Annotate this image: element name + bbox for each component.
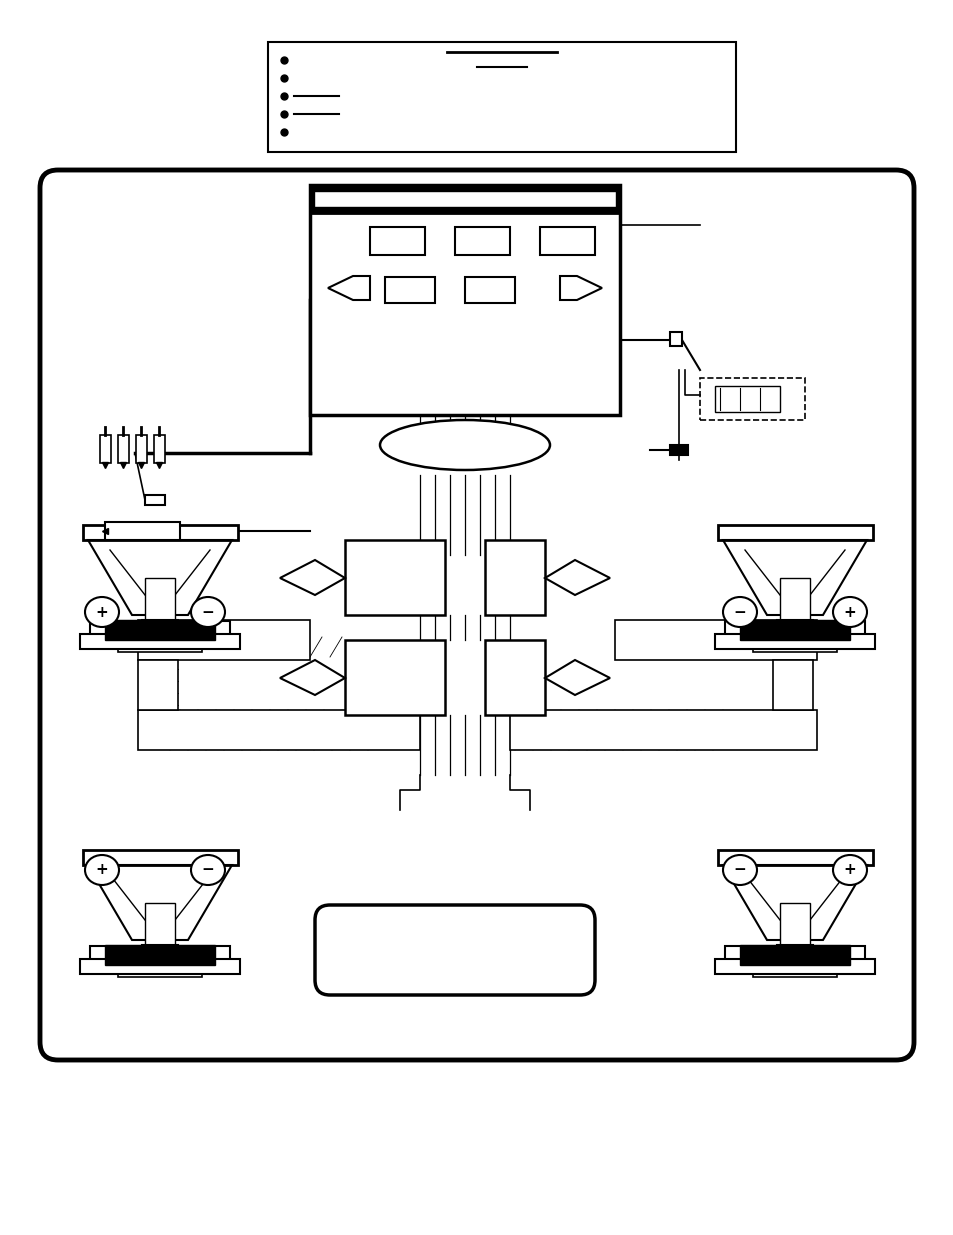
Bar	[90, 946, 230, 960]
Text: +: +	[95, 604, 109, 620]
Bar	[80, 634, 240, 650]
Text: +: +	[95, 862, 109, 878]
Bar	[615, 620, 816, 659]
Bar	[669, 445, 687, 454]
Bar	[780, 903, 809, 945]
Bar	[90, 621, 230, 635]
Bar	[740, 945, 849, 965]
Bar	[138, 659, 178, 710]
Bar	[714, 387, 780, 412]
Bar	[718, 525, 872, 540]
Bar	[80, 960, 240, 974]
Bar	[118, 435, 129, 463]
Bar	[724, 621, 864, 635]
Text: −: −	[733, 862, 745, 878]
Bar	[780, 578, 809, 620]
Ellipse shape	[832, 855, 866, 885]
Ellipse shape	[832, 597, 866, 627]
Bar	[105, 945, 214, 965]
Bar	[455, 227, 510, 254]
Ellipse shape	[191, 855, 225, 885]
Bar	[714, 960, 874, 974]
Bar	[83, 850, 237, 864]
Bar	[100, 435, 111, 463]
Text: −: −	[733, 604, 745, 620]
Bar	[310, 185, 619, 212]
Ellipse shape	[722, 855, 757, 885]
Bar	[700, 378, 804, 420]
Bar	[138, 620, 310, 659]
Bar	[153, 435, 165, 463]
Ellipse shape	[722, 597, 757, 627]
Bar	[345, 640, 444, 715]
Bar	[370, 227, 424, 254]
Bar	[145, 903, 174, 945]
Ellipse shape	[85, 597, 119, 627]
Bar	[345, 540, 444, 615]
Bar	[510, 710, 816, 750]
Bar	[118, 638, 202, 652]
Bar	[268, 42, 735, 152]
Bar	[464, 277, 515, 303]
Bar	[484, 640, 544, 715]
Bar	[714, 634, 874, 650]
Bar	[142, 945, 178, 960]
Bar	[539, 227, 595, 254]
FancyBboxPatch shape	[40, 170, 913, 1060]
Bar	[484, 540, 544, 615]
Text: −: −	[201, 862, 214, 878]
Bar	[718, 850, 872, 864]
Bar	[314, 191, 616, 207]
Bar	[752, 638, 836, 652]
Bar	[145, 578, 174, 620]
Bar	[669, 332, 681, 346]
Bar	[385, 277, 435, 303]
Bar	[310, 185, 619, 415]
Text: +: +	[842, 862, 856, 878]
Bar	[740, 620, 849, 640]
Bar	[776, 620, 812, 635]
Bar	[83, 525, 237, 540]
Bar	[105, 522, 180, 540]
Bar	[145, 495, 165, 505]
Bar	[724, 946, 864, 960]
Bar	[776, 945, 812, 960]
Bar	[138, 710, 419, 750]
Bar	[752, 963, 836, 977]
Text: −: −	[201, 604, 214, 620]
Ellipse shape	[191, 597, 225, 627]
Text: +: +	[842, 604, 856, 620]
Bar	[118, 963, 202, 977]
Bar	[105, 620, 214, 640]
Bar	[142, 620, 178, 635]
Bar	[772, 659, 812, 710]
Bar	[136, 435, 147, 463]
Ellipse shape	[379, 420, 550, 471]
FancyBboxPatch shape	[314, 905, 595, 995]
Ellipse shape	[85, 855, 119, 885]
